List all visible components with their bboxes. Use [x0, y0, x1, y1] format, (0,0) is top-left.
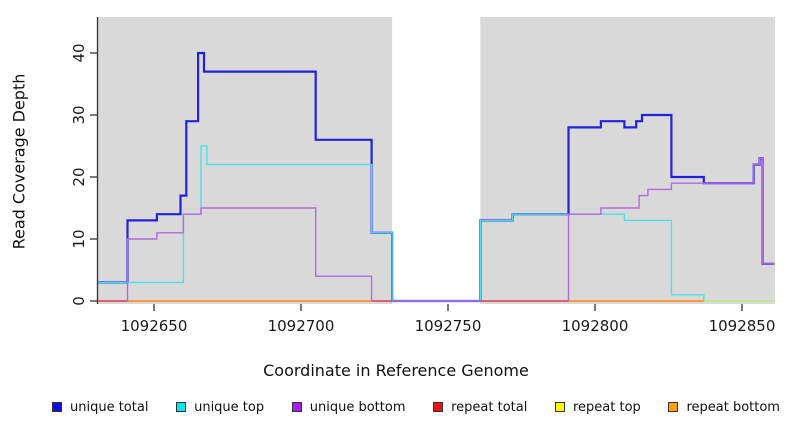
legend-swatch-unique-bottom	[291, 402, 302, 412]
legend-swatch-unique-top	[176, 402, 187, 412]
legend-entry-repeat-total: repeat total	[433, 400, 527, 415]
legend-label: repeat top	[573, 399, 641, 415]
x-tick-label: 1092800	[562, 317, 629, 335]
legend-label: repeat bottom	[686, 399, 780, 415]
y-tick-label: 20	[70, 167, 88, 186]
x-tick-label: 1092700	[268, 317, 335, 335]
legend-swatch-unique-total	[52, 402, 62, 412]
x-axis-label: Coordinate in Reference Genome	[263, 361, 529, 380]
legend-label: unique top	[194, 399, 265, 415]
legend-entry-unique-bottom: unique bottom	[291, 399, 406, 415]
y-tick-label: 0	[70, 296, 88, 306]
coverage-gap-band	[392, 17, 481, 304]
legend-swatch-repeat-total	[433, 402, 444, 412]
series-unique-bottom	[98, 157, 775, 302]
legend-entry-unique-top: unique top	[176, 400, 264, 415]
legend-swatch-repeat-top	[555, 402, 565, 412]
legend-entry-repeat-bottom: repeat bottom	[668, 400, 780, 415]
y-tick-label: 10	[70, 229, 88, 248]
legend-label: unique total	[70, 399, 149, 415]
x-tick-label: 1092650	[121, 317, 188, 335]
legend: unique total unique top unique bottom re…	[0, 396, 792, 418]
y-tick-label: 40	[70, 43, 88, 62]
legend-label: unique bottom	[309, 399, 406, 415]
x-tick-label: 1092750	[415, 317, 482, 335]
y-tick-label: 30	[70, 105, 88, 124]
legend-swatch-repeat-bottom	[668, 402, 679, 412]
legend-entry-unique-total: unique total	[52, 400, 148, 415]
y-axis-label: Read Coverage Depth	[9, 73, 29, 250]
legend-label: repeat total	[451, 399, 528, 415]
legend-entry-repeat-top: repeat top	[555, 400, 641, 415]
x-tick-label: 1092850	[709, 317, 776, 335]
